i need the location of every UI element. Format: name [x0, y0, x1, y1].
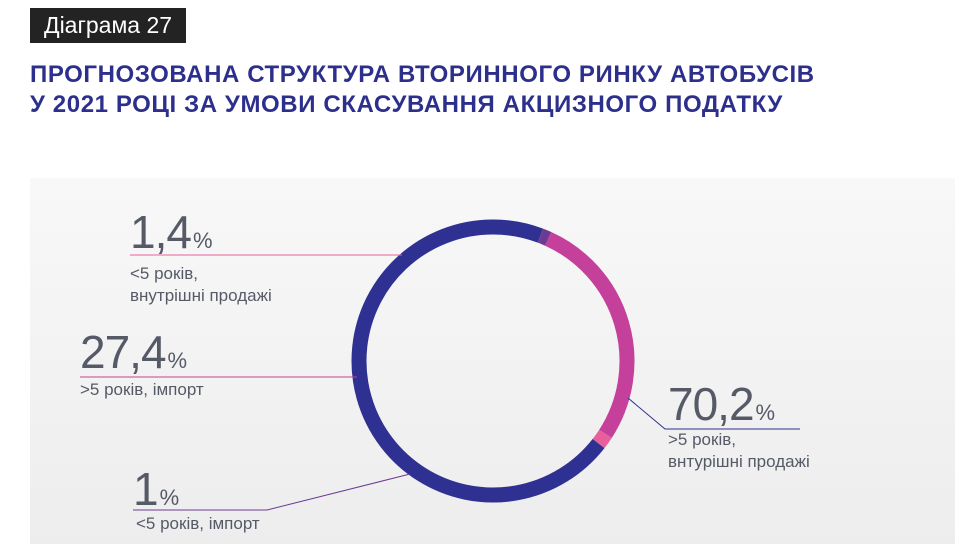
slice-gt5-import: [545, 232, 635, 438]
label-value-gt5-import: 27,4%: [80, 325, 187, 379]
percent-sign: %: [159, 485, 180, 510]
desc-line: >5 років,: [668, 430, 736, 449]
label-desc-lt5-domestic: <5 років, внутрішні продажі: [130, 263, 272, 307]
desc-line: внутрішні продажі: [130, 286, 272, 305]
value-gt5-import: 27,4: [80, 326, 167, 378]
chart-panel: [30, 178, 955, 544]
value-gt5-domestic: 70,2: [668, 378, 755, 430]
leader-line-lt5-import: [133, 473, 411, 511]
chart-title-line-2: У 2021 РОЦІ ЗА УМОВИ СКАСУВАННЯ АКЦИЗНОГ…: [30, 91, 783, 118]
label-desc-gt5-domestic: >5 років, внтурішні продажі: [668, 429, 810, 473]
label-value-lt5-domestic: 1,4%: [130, 205, 213, 259]
slice-lt5-domestic: [592, 429, 612, 449]
label-value-lt5-import: 1%: [133, 462, 179, 516]
chart-title-line-1: ПРОГНОЗОВАНА СТРУКТУРА ВТОРИННОГО РИНКУ …: [30, 61, 815, 88]
label-value-gt5-domestic: 70,2%: [668, 377, 775, 431]
desc-line: >5 років, імпорт: [80, 380, 204, 399]
desc-line: <5 років,: [130, 264, 198, 283]
label-desc-gt5-import: >5 років, імпорт: [80, 379, 204, 401]
percent-sign: %: [755, 400, 776, 425]
value-lt5-domestic: 1,4: [130, 206, 192, 258]
desc-line: внтурішні продажі: [668, 452, 810, 471]
leader-line-gt5-domestic: [627, 397, 800, 430]
percent-sign: %: [167, 348, 188, 373]
slice-gt5-domestic: [351, 219, 605, 503]
percent-sign: %: [192, 228, 213, 253]
diagram-number-tag: Діаграма 27: [30, 8, 187, 43]
slice-lt5-import: [537, 228, 552, 246]
chart-title: ПРОГНОЗОВАНА СТРУКТУРА ВТОРИННОГО РИНКУ …: [30, 60, 960, 120]
value-lt5-import: 1: [133, 463, 159, 515]
desc-line: <5 років, імпорт: [136, 514, 260, 533]
label-desc-lt5-import: <5 років, імпорт: [136, 513, 260, 535]
